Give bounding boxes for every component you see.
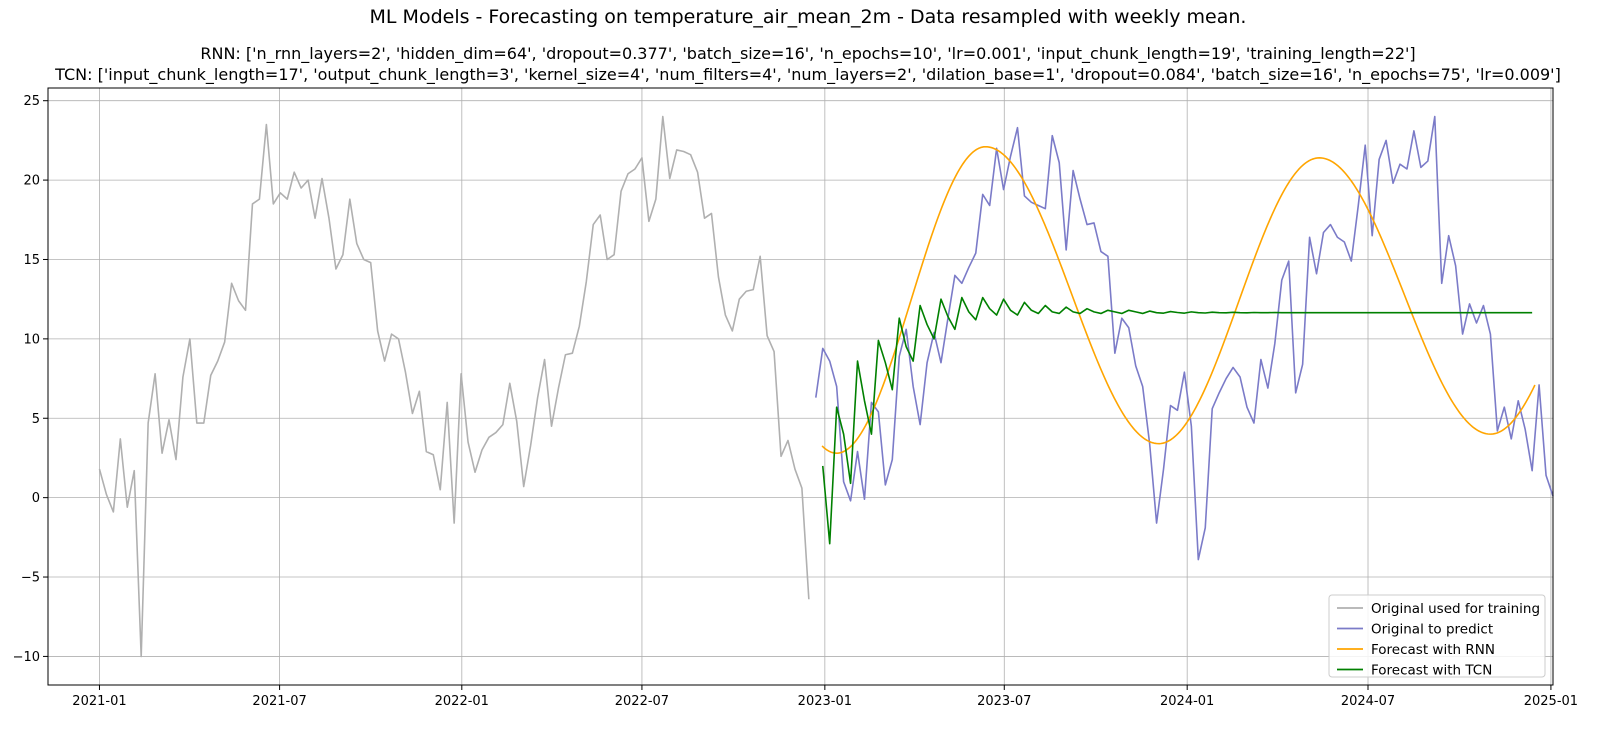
legend: Original used for training Original to pr… xyxy=(1328,594,1546,679)
y-tick-label: 0 xyxy=(32,491,40,506)
legend-label-forecast-with-tcn: Forecast with TCN xyxy=(1371,663,1492,679)
legend-box xyxy=(1328,594,1546,678)
y-tick-label: 25 xyxy=(23,94,40,109)
rnn-params-subtitle: RNN: ['n_rnn_layers=2', 'hidden_dim=64',… xyxy=(200,44,1416,63)
x-tick-label: 2023-01 xyxy=(798,694,852,709)
y-tick-label: 5 xyxy=(32,412,40,427)
x-axis: 2021-01 2021-07 2022-01 2022-07 2023-01 2023-… xyxy=(72,685,1578,709)
chart-title: ML Models - Forecasting on temperature_a… xyxy=(369,6,1247,28)
series-line-original-to-predict xyxy=(815,115,1554,561)
x-tick-label: 2023-07 xyxy=(977,694,1031,709)
x-tick-label: 2022-07 xyxy=(615,694,669,709)
plot-frame xyxy=(47,87,1554,686)
legend-label-original-used-for-training: Original used for training xyxy=(1371,601,1540,617)
legend-label-forecast-with-rnn: Forecast with RNN xyxy=(1371,642,1495,658)
y-axis: 25 20 15 10 5 0 −5 −10 xyxy=(13,94,48,665)
series-line-original-used-for-training xyxy=(98,115,810,658)
series-line-forecast-with-tcn xyxy=(821,296,1533,545)
y-tick-label: −10 xyxy=(13,650,40,665)
series-line-forecast-with-rnn xyxy=(821,145,1536,454)
y-tick-label: 10 xyxy=(23,332,40,347)
legend-label-original-to-predict: Original to predict xyxy=(1371,622,1493,638)
series-layer xyxy=(98,115,1554,658)
tcn-params-subtitle: TCN: ['input_chunk_length=17', 'output_c… xyxy=(55,65,1561,84)
x-tick-label: 2021-01 xyxy=(72,694,126,709)
x-tick-label: 2024-07 xyxy=(1341,694,1395,709)
y-tick-label: 15 xyxy=(23,253,40,268)
y-tick-label: 20 xyxy=(23,174,40,189)
x-tick-label: 2022-01 xyxy=(435,694,489,709)
x-tick-label: 2025-01 xyxy=(1524,694,1578,709)
y-gridlines xyxy=(48,100,1553,657)
x-tick-label: 2021-07 xyxy=(252,694,306,709)
x-tick-label: 2024-01 xyxy=(1160,694,1214,709)
y-tick-label: −5 xyxy=(21,571,40,586)
